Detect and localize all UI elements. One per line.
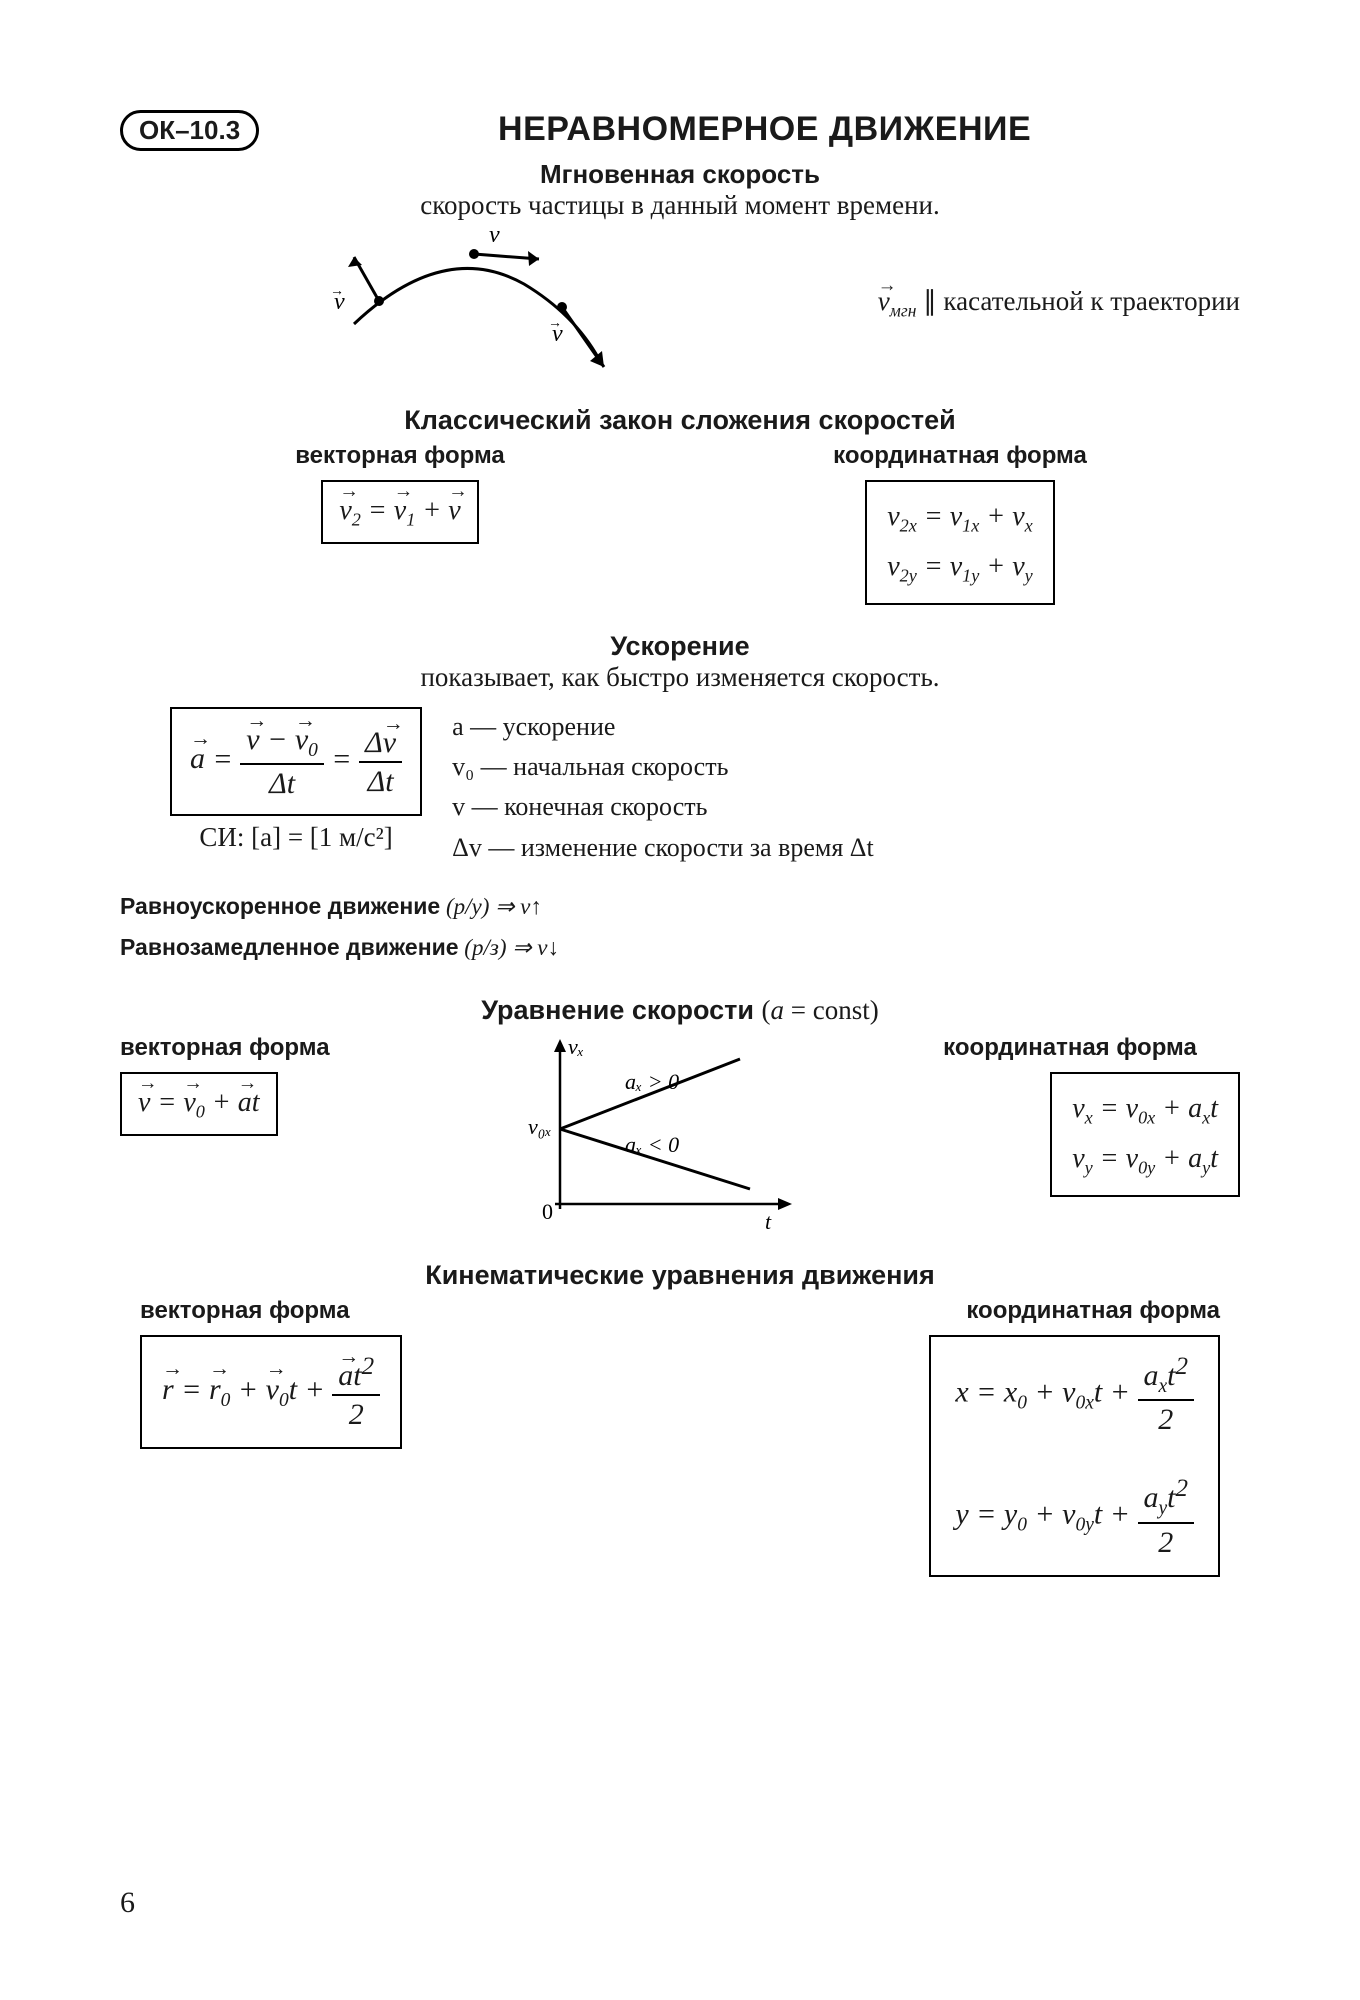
instant-desc: скорость частицы в данный момент времени… [120, 190, 1240, 221]
tangent-statement: →vмгн ∥ касательной к траектории [878, 286, 1240, 321]
page-number: 6 [120, 1886, 135, 1920]
vel-eq-right-label: координатная форма [900, 1034, 1240, 1062]
kinematic-columns: векторная форма r = r0 + v0t + at22 коор… [120, 1297, 1240, 1577]
def-v: v — конечная скорость [452, 787, 874, 827]
accel-formula: a = v − v0Δt = ΔvΔt [170, 707, 422, 816]
addition-heading: Классический закон сложения скоростей [120, 405, 1240, 436]
page-title: НЕРАВНОМЕРНОЕ ДВИЖЕНИЕ [289, 110, 1240, 149]
svg-text:aₓ < 0: aₓ < 0 [625, 1132, 679, 1157]
accel-si: СИ: [a] = [1 м/с²] [170, 822, 422, 853]
svg-text:v₀ₓ: v₀ₓ [528, 1114, 552, 1139]
addition-columns: векторная форма v2 = v1 + v координатная… [120, 442, 1240, 605]
vel-eq-coord-formula: vx = v0x + axtvy = v0y + ayt [1050, 1072, 1240, 1197]
kinematic-heading: Кинематические уравнения движения [120, 1260, 1240, 1291]
def-v0: v₀ — начальная скорость [452, 747, 874, 787]
vel-eq-right: координатная форма vx = v0x + axtvy = v0… [900, 1034, 1240, 1197]
addition-vector-col: векторная форма v2 = v1 + v [120, 442, 680, 544]
svg-text:t: t [765, 1209, 772, 1234]
vel-eq-left-label: векторная форма [120, 1034, 420, 1062]
svg-text:→: → [485, 229, 499, 232]
addition-vector-formula: v2 = v1 + v [321, 480, 478, 544]
vel-eq-vector-formula: v = v0 + at [120, 1072, 278, 1136]
uniform-accel-line: Равноускоренное движение (р/у) ⇒ v↑ [120, 886, 1240, 927]
addition-left-label: векторная форма [120, 442, 680, 470]
uniform-decel-line: Равнозамедленное движение (р/з) ⇒ v↓ [120, 927, 1240, 968]
vel-eq-row: векторная форма v = v0 + at v₀ₓ aₓ > 0 a… [120, 1034, 1240, 1234]
addition-coord-col: координатная форма v2x = v1x + vxv2y = v… [680, 442, 1240, 605]
vel-eq-heading: Уравнение скорости (a = const) [120, 995, 1240, 1026]
accel-row: a = v − v0Δt = ΔvΔt СИ: [a] = [1 м/с²] a… [120, 707, 1240, 868]
svg-text:→: → [548, 316, 562, 331]
trajectory-diagram: v → v → v → [324, 229, 644, 379]
vel-graph-wrap: v₀ₓ aₓ > 0 aₓ < 0 vₓ 0 t [430, 1034, 890, 1234]
accel-heading: Ускорение [120, 631, 1240, 662]
kinematic-right: координатная форма x = x0 + v0xt + axt22… [680, 1297, 1240, 1577]
svg-text:aₓ > 0: aₓ > 0 [625, 1069, 679, 1094]
def-a: a — ускорение [452, 707, 874, 747]
velocity-graph: v₀ₓ aₓ > 0 aₓ < 0 vₓ 0 t [510, 1034, 810, 1234]
accel-formula-block: a = v − v0Δt = ΔvΔt СИ: [a] = [1 м/с²] [170, 707, 422, 853]
svg-text:vₓ: vₓ [568, 1034, 584, 1059]
header-row: ОК–10.3 НЕРАВНОМЕРНОЕ ДВИЖЕНИЕ [120, 110, 1240, 151]
section-badge: ОК–10.3 [120, 110, 259, 151]
kinematic-left-label: векторная форма [140, 1297, 680, 1325]
accel-definitions: a — ускорение v₀ — начальная скорость v … [452, 707, 874, 868]
svg-text:→: → [330, 284, 344, 299]
def-dv: Δv — изменение скорости за время Δt [452, 828, 874, 868]
accel-desc: показывает, как быстро изменяется скорос… [120, 662, 1240, 693]
kinematic-vector-formula: r = r0 + v0t + at22 [140, 1335, 402, 1449]
addition-right-label: координатная форма [680, 442, 1240, 470]
kinematic-coord-formula: x = x0 + v0xt + axt22y = y0 + v0yt + ayt… [929, 1335, 1220, 1577]
vel-eq-left: векторная форма v = v0 + at [120, 1034, 420, 1136]
addition-coord-formula: v2x = v1x + vxv2y = v1y + vy [865, 480, 1055, 605]
trajectory-row: v → v → v → →vмгн ∥ касательной к траект… [120, 229, 1240, 379]
kinematic-right-label: координатная форма [680, 1297, 1220, 1325]
kinematic-left: векторная форма r = r0 + v0t + at22 [120, 1297, 680, 1449]
svg-text:0: 0 [542, 1199, 553, 1224]
motion-type-lines: Равноускоренное движение (р/у) ⇒ v↑ Равн… [120, 886, 1240, 969]
instant-heading: Мгновенная скорость [120, 159, 1240, 190]
